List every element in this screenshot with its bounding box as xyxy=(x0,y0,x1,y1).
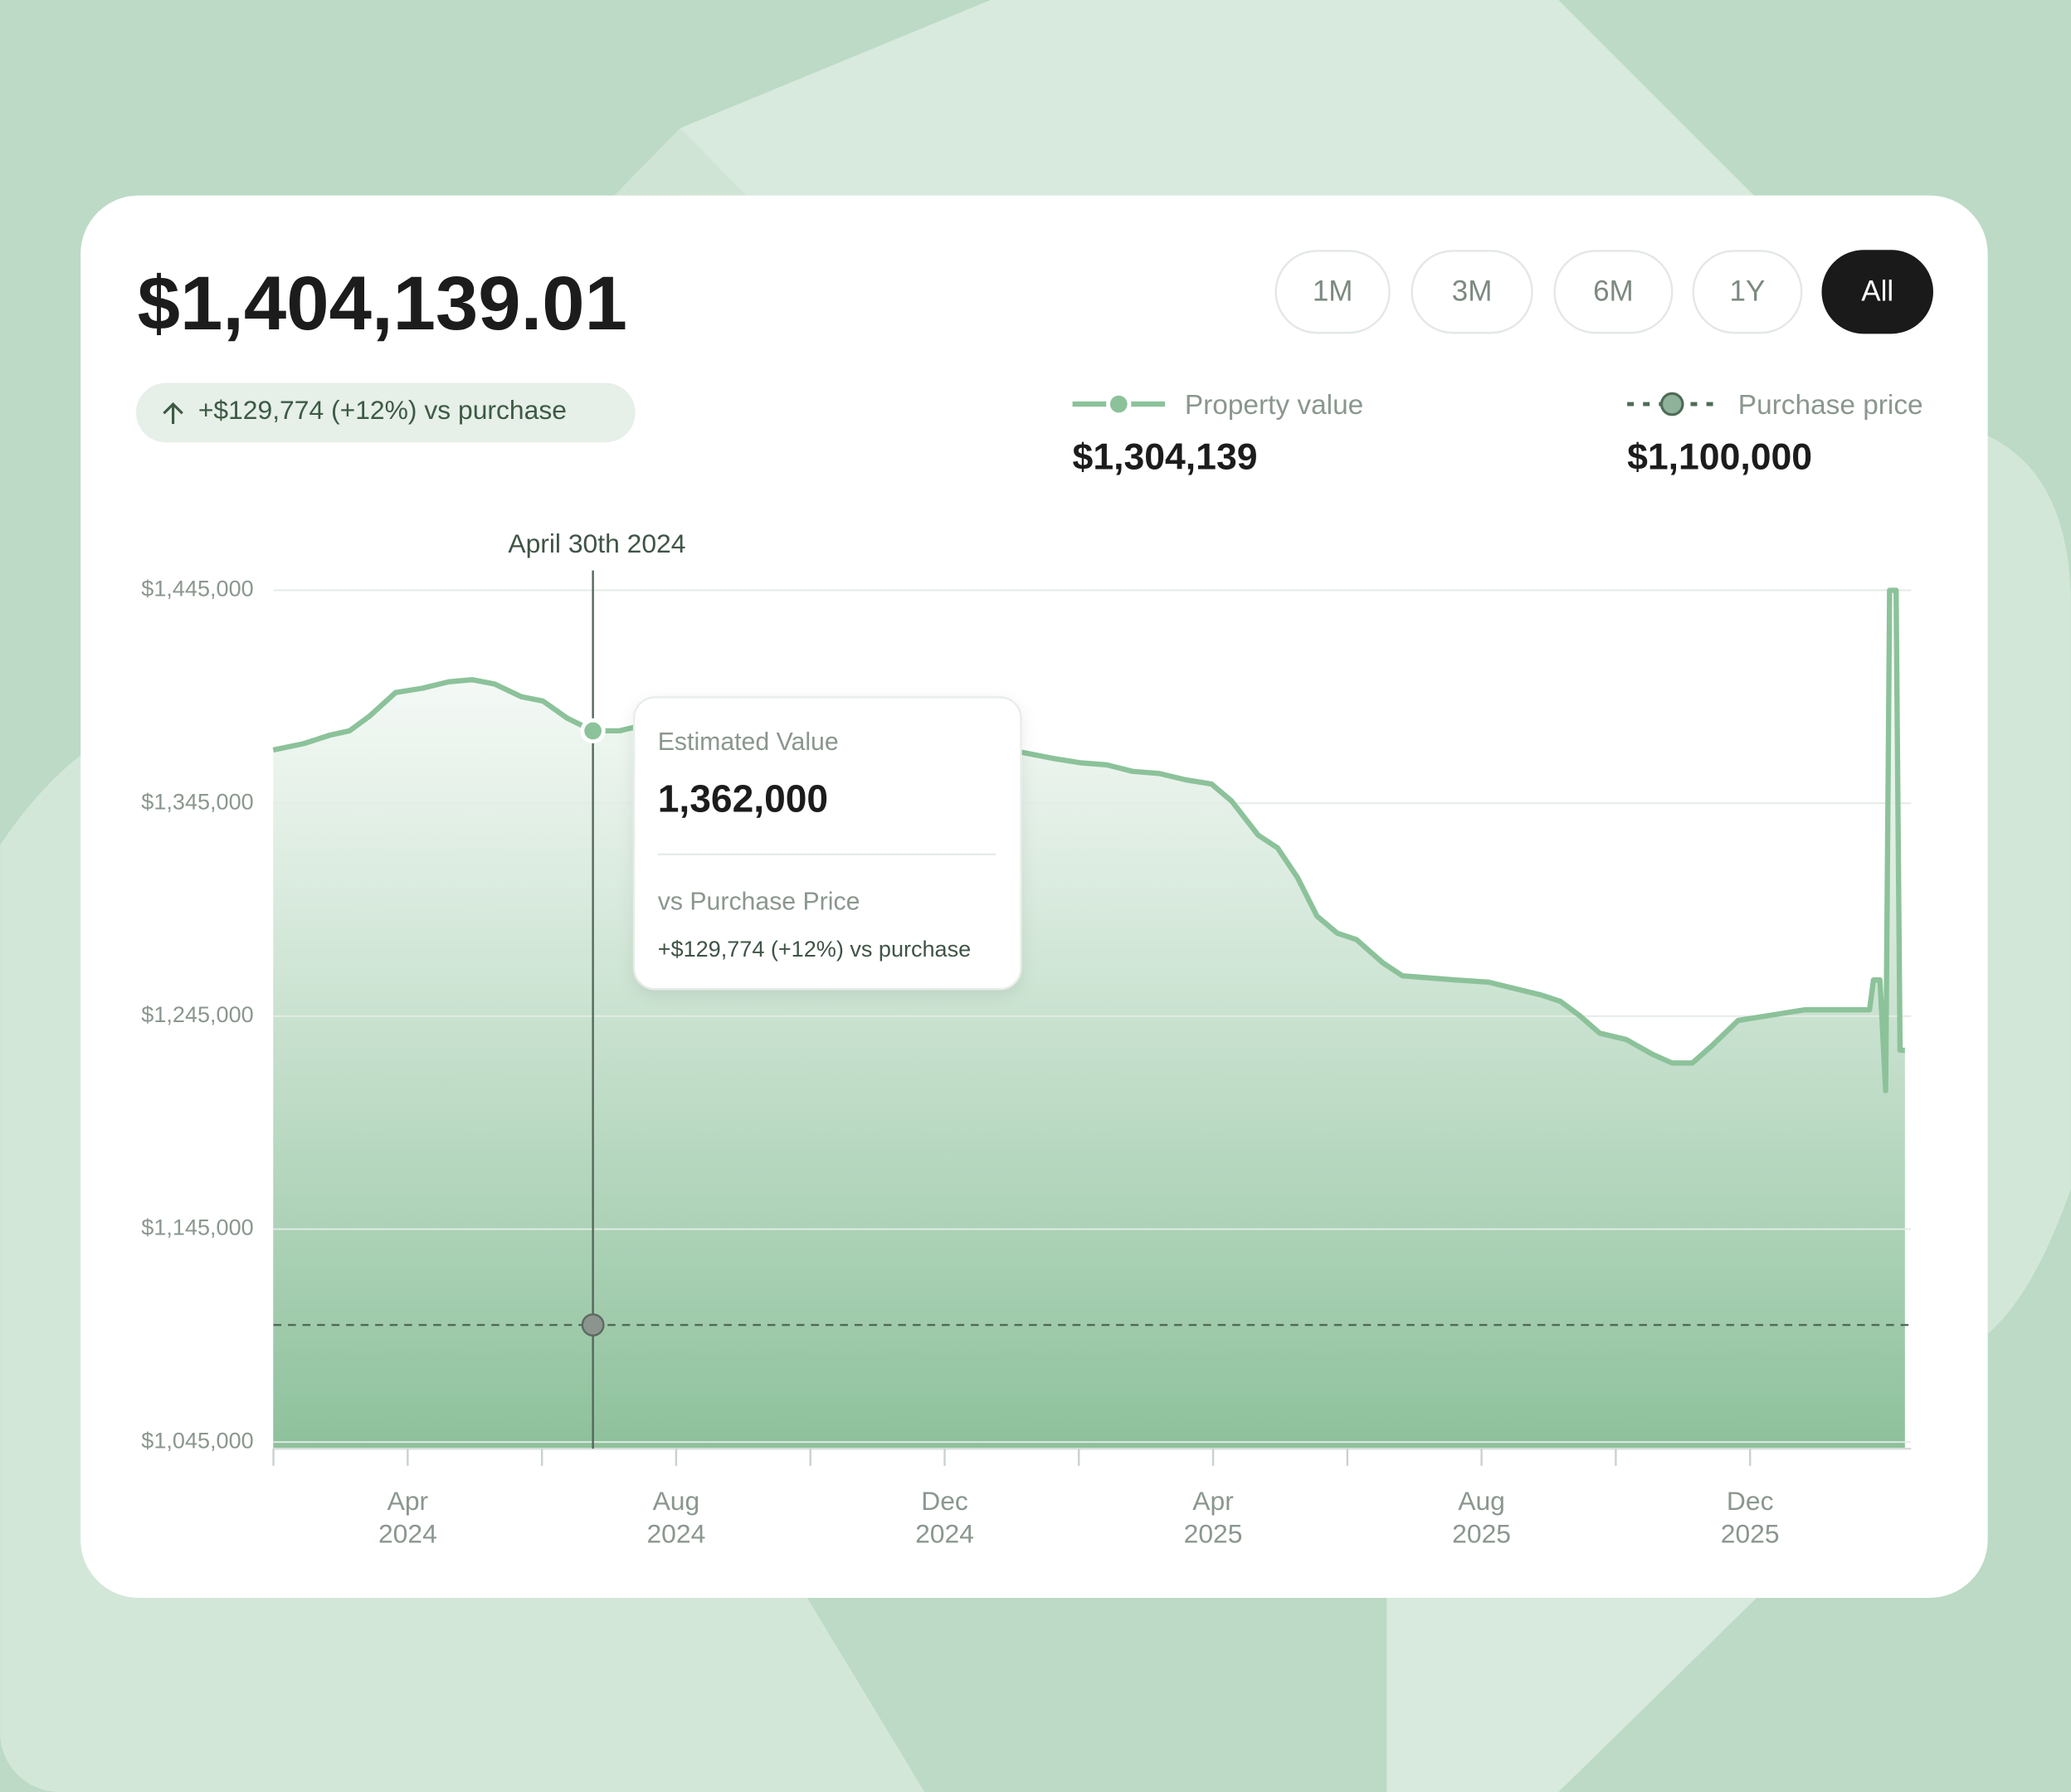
button-bg[interactable] xyxy=(1692,250,1803,334)
cursor-label: April 30th 2024 xyxy=(508,528,685,558)
tooltip-value: 1,362,000 xyxy=(658,777,828,820)
legend-label: Purchase price xyxy=(1738,390,1923,421)
bg-shape xyxy=(614,128,747,196)
range-button[interactable]: 1M xyxy=(1274,250,1391,334)
x-tick-label: Aug xyxy=(653,1486,700,1516)
x-tick-year: 2025 xyxy=(1184,1519,1243,1549)
x-tick-year: 2024 xyxy=(915,1519,974,1549)
x-tick-year: 2025 xyxy=(1452,1519,1511,1549)
legend-label: Property value xyxy=(1185,390,1363,421)
x-tick-label: Dec xyxy=(921,1486,968,1516)
up-arrow-icon xyxy=(163,402,183,424)
button-label[interactable]: 3M xyxy=(1452,275,1493,308)
button-label[interactable]: 1M xyxy=(1313,275,1353,308)
range-buttons: 1M 3M 6M 1Y All xyxy=(1274,250,1933,334)
button-label[interactable]: 1Y xyxy=(1730,275,1766,308)
bg-shape xyxy=(680,0,1757,198)
tooltip-title: Estimated Value xyxy=(658,728,839,756)
button-bg[interactable] xyxy=(1274,250,1391,334)
legend-value: $1,304,139 xyxy=(1073,437,1258,478)
cursor-dot xyxy=(580,718,606,744)
y-tick-label: $1,345,000 xyxy=(141,789,253,814)
tooltip: Estimated Value 1,362,000 vs Purchase Pric… xyxy=(632,696,1022,991)
button-bg[interactable] xyxy=(1821,250,1933,334)
range-button[interactable]: All xyxy=(1821,250,1933,334)
bg-shape xyxy=(1987,436,2071,1334)
tooltip-detail: +$129,774 (+12%) vs purchase xyxy=(658,937,971,962)
y-tick-label: $1,245,000 xyxy=(141,1002,253,1027)
legend-dot xyxy=(1659,392,1684,416)
plot: $1,045,000 $1,145,000 $1,245,000 $1,345,000… xyxy=(141,528,1912,1549)
y-tick-label: $1,045,000 xyxy=(141,1428,253,1453)
range-button[interactable]: 6M xyxy=(1553,250,1674,334)
x-tick-year: 2024 xyxy=(378,1519,437,1549)
value-line xyxy=(272,587,1905,1093)
range-button[interactable]: 1Y xyxy=(1692,250,1803,334)
button-bg[interactable] xyxy=(1411,250,1533,334)
range-button[interactable]: 3M xyxy=(1411,250,1533,334)
button-label[interactable]: All xyxy=(1861,275,1893,308)
legend-value: $1,100,000 xyxy=(1627,437,1812,478)
x-tick-label: Aug xyxy=(1458,1486,1505,1516)
y-tick-label: $1,145,000 xyxy=(141,1215,253,1240)
button-label[interactable]: 6M xyxy=(1593,275,1634,308)
x-tick-label: Dec xyxy=(1727,1486,1774,1516)
total-value: $1,404,139.01 xyxy=(138,260,627,346)
change-badge xyxy=(136,382,636,443)
legend: Property value $1,304,139 Purchase price $1… xyxy=(1072,390,1923,478)
tooltip-subtitle: vs Purchase Price xyxy=(658,889,860,916)
cursor-purchase-dot xyxy=(581,1313,605,1337)
x-tick-label: Apr xyxy=(387,1486,429,1516)
tooltip-box xyxy=(632,696,1022,991)
change-text: +$129,774 (+12%) vs purchase xyxy=(198,395,567,425)
x-tick-label: Apr xyxy=(1192,1486,1234,1516)
x-tick-year: 2025 xyxy=(1721,1519,1780,1549)
x-tick-year: 2024 xyxy=(646,1519,705,1549)
button-bg[interactable] xyxy=(1553,250,1674,334)
y-tick-label: $1,445,000 xyxy=(141,577,253,601)
bg-shape xyxy=(1386,1598,1757,1792)
legend-dot xyxy=(1106,391,1132,417)
